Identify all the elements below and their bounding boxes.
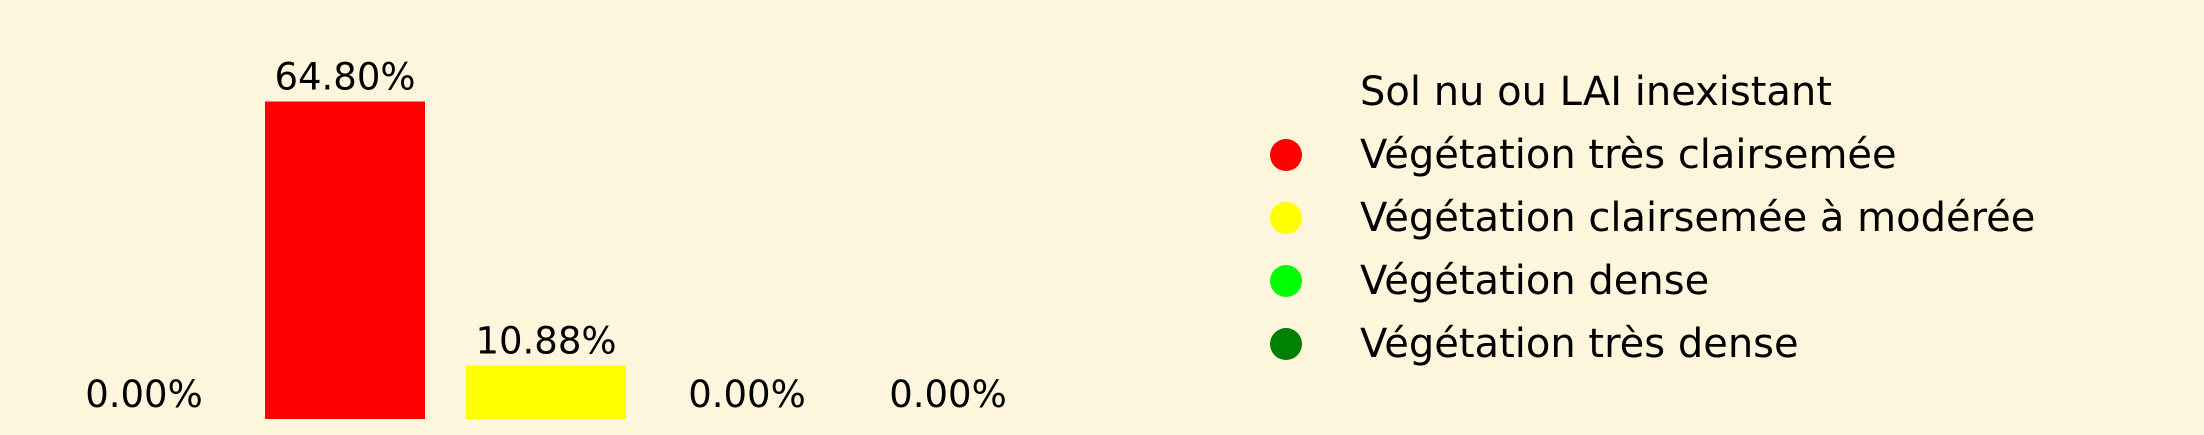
data-label: 0.00% [889,373,1007,416]
data-label: 0.00% [85,373,203,416]
bar [466,365,626,419]
legend-label: Végétation très dense [1360,320,1799,367]
legend-item: Végétation très clairsemée [1270,123,2035,186]
legend-marker-icon [1270,138,1302,171]
legend-marker-icon [1270,75,1302,108]
legend-marker-icon [1270,201,1302,234]
data-label: 0.00% [688,373,806,416]
legend-label: Végétation clairsemée à modérée [1360,194,2036,241]
legend-label: Végétation dense [1360,257,1710,304]
data-label: 10.88% [475,320,616,363]
legend-item: Sol nu ou LAI inexistant [1270,60,2035,123]
legend-item: Végétation très dense [1270,312,2035,375]
legend-label: Végétation très clairsemée [1360,131,1897,178]
data-label: 64.80% [274,55,415,98]
legend-marker-icon [1270,327,1302,360]
legend-item: Végétation clairsemée à modérée [1270,186,2035,249]
bar [265,101,425,419]
legend-label: Sol nu ou LAI inexistant [1360,68,1832,115]
legend-item: Végétation dense [1270,249,2035,312]
legend: Sol nu ou LAI inexistant Végétation très… [1270,60,2035,375]
legend-marker-icon [1270,264,1302,297]
